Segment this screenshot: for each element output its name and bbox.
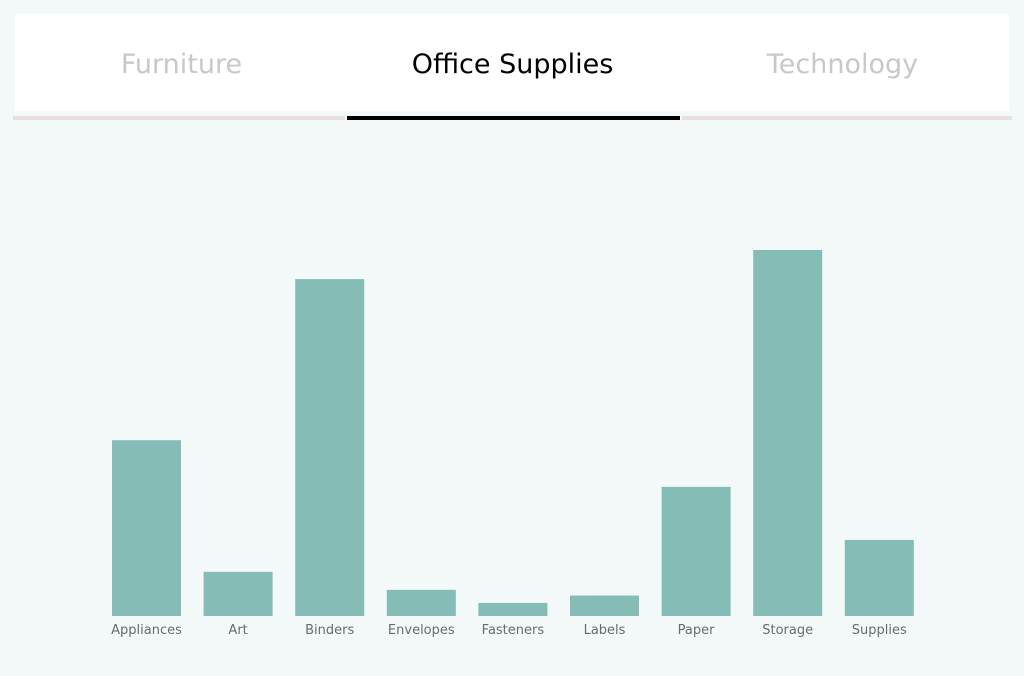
bar-fasteners[interactable] (478, 602, 548, 616)
tab-underline-furniture (13, 116, 345, 120)
x-tick-label: Labels (584, 623, 626, 638)
tab-underline-technology (682, 116, 1012, 120)
bar-binders[interactable] (295, 279, 365, 616)
tab-underline-office-supplies (347, 116, 680, 120)
bar-art[interactable] (203, 571, 273, 616)
x-tick-label: Envelopes (388, 623, 455, 638)
x-tick-label: Fasteners (482, 623, 545, 638)
x-tick-label: Paper (678, 623, 715, 638)
x-tick-label: Art (228, 623, 247, 638)
bar-appliances[interactable] (112, 440, 181, 616)
x-tick-label: Appliances (111, 623, 182, 638)
bar-storage[interactable] (753, 250, 823, 616)
category-tabs: Furniture Office Supplies Technology (15, 14, 1009, 111)
bar-paper[interactable] (661, 486, 731, 616)
bar-labels[interactable] (570, 595, 639, 616)
x-tick-label: Binders (305, 623, 354, 638)
bar-supplies[interactable] (844, 539, 914, 616)
tab-furniture[interactable]: Furniture (120, 49, 243, 80)
x-tick-label: Supplies (852, 623, 907, 638)
tab-office-supplies[interactable]: Office Supplies (411, 49, 614, 80)
bar-envelopes[interactable] (386, 589, 456, 616)
tab-technology[interactable]: Technology (766, 49, 919, 80)
x-tick-label: Storage (762, 623, 813, 638)
